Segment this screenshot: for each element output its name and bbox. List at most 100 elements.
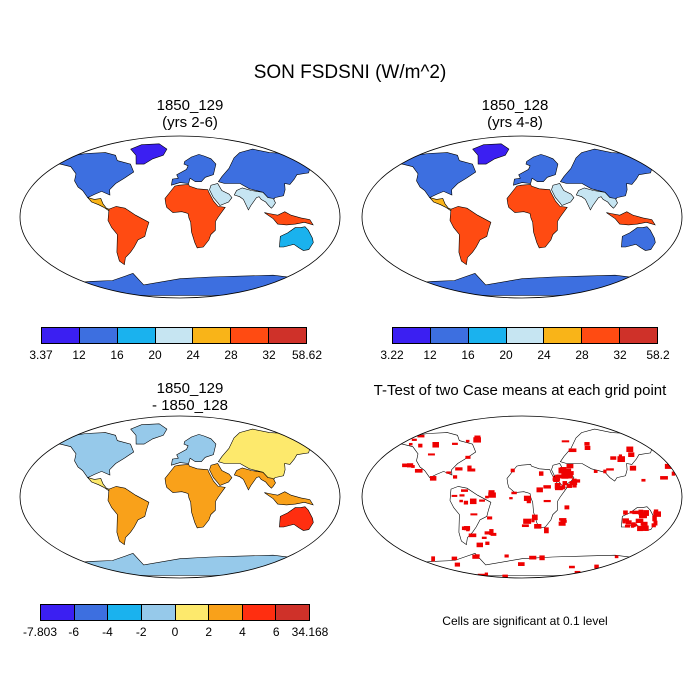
significant-cell: [558, 521, 566, 526]
significant-cell: [431, 556, 436, 562]
significant-cell: [561, 472, 569, 479]
significant-cell: [411, 438, 417, 441]
significant-cell: [638, 512, 647, 519]
significant-cell: [603, 469, 607, 474]
panel-3-title-line1: 1850_129: [156, 380, 224, 397]
significant-cell: [569, 471, 574, 476]
colorbar-panel-3: -7.803 -6 -4 -2 0 2 4 6 34.168: [23, 604, 328, 640]
significant-cell: [553, 478, 560, 483]
panel-3-title-line2: - 1850_128: [152, 397, 228, 414]
region-greenland: [472, 143, 510, 165]
region-africa: [164, 464, 226, 529]
significant-cell: [564, 505, 570, 510]
significant-cell: [622, 519, 626, 524]
colorbar-swatch: [192, 328, 231, 343]
significant-cell: [555, 474, 562, 479]
colorbar-tick-label: 0: [171, 625, 179, 639]
colorbar-swatch: [107, 605, 141, 620]
significant-cell: [671, 471, 676, 476]
region-europe: [513, 154, 559, 186]
significant-cell: [538, 471, 544, 476]
significant-cell: [635, 573, 643, 577]
significant-cell: [554, 482, 561, 489]
significant-cell: [465, 439, 470, 443]
significant-cell: [481, 536, 487, 539]
significant-cell: [566, 463, 574, 469]
significant-cell: [476, 542, 484, 548]
significant-cell: [562, 481, 568, 486]
colorbar-tick-label: 6: [272, 625, 280, 639]
region-middle-east: [551, 183, 575, 206]
region-middle-east: [209, 463, 233, 486]
colorbar-tick-label: -6: [68, 625, 80, 639]
significant-cell: [531, 518, 535, 523]
figure-title: SON FSDSNI (W/m^2): [253, 62, 447, 83]
significant-cell: [463, 500, 469, 505]
region-africa: [506, 464, 568, 529]
significant-cell: [429, 573, 434, 578]
significant-cell: [567, 475, 573, 479]
significant-cell: [460, 489, 469, 492]
colorbar-swatch: [208, 605, 242, 620]
significant-cell: [417, 434, 425, 438]
colorbar-boxes: [392, 327, 658, 344]
significant-cell: [485, 495, 489, 499]
significant-cell: [510, 468, 515, 473]
significant-cell: [606, 468, 614, 471]
region-south-asia: [233, 187, 276, 211]
significant-cell: [568, 565, 575, 569]
significant-cell: [427, 453, 435, 456]
significant-cell: [653, 511, 661, 517]
significant-cell: [529, 555, 537, 560]
significant-cell: [568, 448, 577, 453]
significant-cell: [536, 487, 543, 493]
region-asia: [559, 148, 661, 202]
significant-cell: [463, 526, 471, 531]
colorbar-swatch: [230, 328, 269, 343]
panel-3-title: 1850_129 - 1850_128: [25, 380, 355, 414]
significant-cell: [518, 562, 525, 566]
significant-cell: [523, 518, 532, 524]
colorbar-panel-2: 3.22 12 16 20 24 28 32 58.2: [380, 327, 670, 363]
significant-cell: [452, 442, 458, 445]
significant-cell: [610, 456, 617, 460]
region-asia: [217, 148, 319, 202]
significant-cell: [472, 554, 480, 559]
significant-cell: [394, 439, 401, 442]
colorbar-swatch: [619, 328, 658, 343]
significant-cell: [653, 520, 658, 526]
region-south-asia: [233, 467, 276, 491]
significant-cell: [544, 527, 549, 534]
significant-cell: [558, 467, 565, 474]
significant-cell: [534, 524, 542, 529]
significant-cell: [465, 455, 471, 459]
significant-cell: [629, 465, 637, 471]
significant-cell: [502, 574, 508, 578]
significant-cell: [521, 524, 529, 528]
significant-cell: [622, 518, 629, 522]
colorbar-swatch: [275, 605, 309, 620]
panel-2-title-line2: (yrs 4-8): [487, 114, 543, 131]
significant-cell: [563, 468, 572, 475]
colorbar-swatch: [73, 605, 108, 620]
significant-cell: [631, 522, 636, 528]
significant-cell: [446, 471, 452, 474]
colorbar-swatch: [268, 328, 307, 343]
significant-cell: [584, 442, 590, 446]
significant-cell: [388, 556, 396, 563]
significant-cell: [566, 483, 572, 488]
region-australia: [279, 506, 314, 531]
colorbar-tick-label: 28: [224, 348, 238, 362]
region-north-america: [389, 152, 477, 198]
region-greenland: [130, 143, 168, 165]
significant-cell: [429, 476, 437, 481]
significant-cell: [418, 443, 423, 448]
significant-cell: [652, 515, 657, 522]
region-africa: [506, 184, 568, 249]
significant-cell: [469, 468, 476, 472]
colorbar-tick-label: 24: [537, 348, 551, 362]
colorbar-tick-label: 58.2: [646, 348, 670, 362]
significant-cell: [479, 499, 485, 502]
colorbar-boxes: [41, 327, 307, 344]
colorbar-tick-label: 24: [186, 348, 200, 362]
